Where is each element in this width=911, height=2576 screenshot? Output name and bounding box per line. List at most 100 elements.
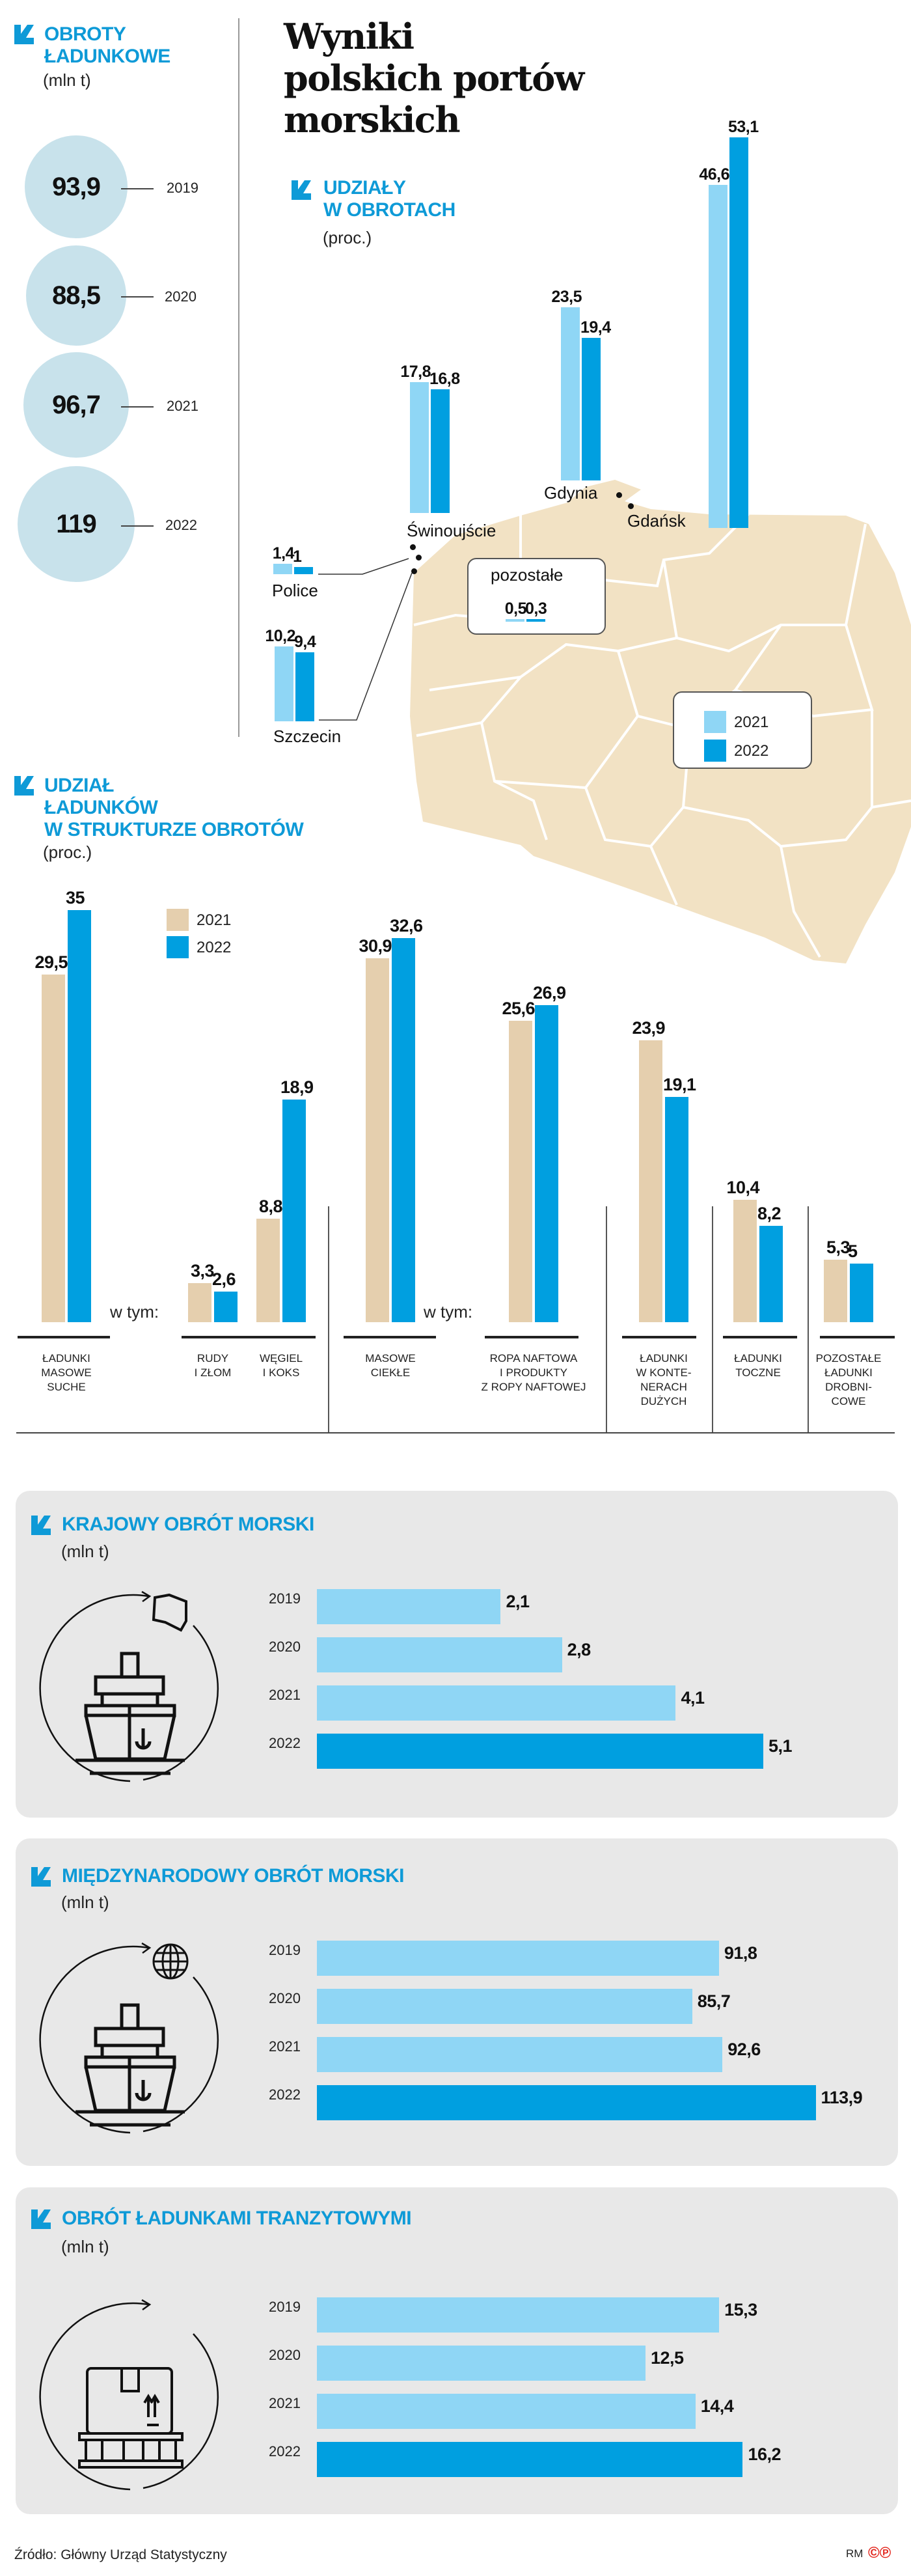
hbar-value-label: 12,5 [651, 2348, 684, 2368]
group-underline [182, 1336, 316, 1338]
port-label-gdansk: Gdańsk [627, 511, 686, 531]
author-credit: RM [846, 2547, 863, 2560]
group-underline [820, 1336, 895, 1338]
divider [712, 1206, 713, 1433]
cargo-bar-2022 [214, 1291, 238, 1322]
arrow-down-right-icon [31, 1867, 51, 1887]
cargo-structure-title: UDZIAŁ ŁADUNKÓW W STRUKTURZE OBROTÓW [44, 775, 304, 840]
divider [238, 18, 239, 737]
turnover-year: 2021 [167, 398, 198, 414]
cargo-bar-2022 [850, 1263, 873, 1322]
arrow-down-right-icon [14, 776, 34, 796]
cargo-value-label: 10,4 [726, 1177, 759, 1197]
port-leader-lines [318, 558, 413, 721]
swinoujscie-dot [410, 544, 416, 550]
cargo-bar-2022 [665, 1097, 688, 1322]
hbar-value-label: 92,6 [727, 2040, 761, 2059]
port-value-label: 0,3 [525, 600, 547, 618]
port-value-label: 1 [293, 547, 302, 566]
cargo-bar-2021 [733, 1199, 757, 1322]
cargo-category-label: WĘGIEL I KOKS [259, 1352, 303, 1379]
cargo-value-label: 2,6 [212, 1269, 236, 1289]
cargo-bar-2021 [256, 1218, 280, 1322]
arrow-down-right-icon [31, 2209, 51, 2229]
arrow-down-right-icon [292, 180, 311, 200]
hbar-2021 [317, 1685, 676, 1721]
divider [328, 1206, 329, 1433]
cargo-bar-2021 [824, 1260, 847, 1322]
port-bar-2021 [273, 564, 292, 574]
domestic-unit: (mln t) [61, 1542, 109, 1561]
port-label-gdynia: Gdynia [544, 483, 598, 503]
of-which-label: w tym: [110, 1302, 159, 1322]
cargo-value-label: 35 [66, 887, 85, 907]
gdansk-dot [628, 503, 634, 509]
bar-year-label: 2022 [269, 1735, 301, 1751]
cargo-value-label: 5 [848, 1241, 858, 1261]
port-value-label: 46,6 [699, 165, 729, 184]
leader-line [121, 525, 154, 527]
hbar-value-label: 91,8 [724, 1943, 757, 1963]
legend-swatch-2021 [167, 909, 189, 931]
bar-year-label: 2021 [269, 2395, 301, 2411]
port-bar-2021 [410, 381, 429, 513]
baseline [16, 1432, 895, 1433]
leader-line [121, 296, 154, 298]
international-title: MIĘDZYNARODOWY OBRÓT MORSKI [62, 1865, 404, 1887]
bar-year-label: 2021 [269, 1687, 301, 1703]
port-bar-2022 [526, 619, 545, 622]
cargo-bar-2022 [535, 1005, 558, 1322]
bar-year-label: 2019 [269, 1590, 301, 1607]
leader-line [121, 188, 154, 189]
port-label-szczecin: Szczecin [273, 727, 342, 746]
bar-year-label: 2022 [269, 2443, 301, 2459]
hbar-2020 [317, 1637, 562, 1672]
legend-swatch-2021 [704, 711, 726, 733]
leader-line [121, 406, 154, 408]
divider [606, 1206, 607, 1433]
hbar-value-label: 14,4 [700, 2396, 734, 2416]
gdynia-dot [616, 492, 622, 498]
port-bar-2021 [709, 185, 727, 528]
port-value-label: 53,1 [728, 117, 759, 136]
cargo-value-label: 3,3 [190, 1261, 215, 1281]
hbar-2022 [317, 2442, 743, 2477]
group-underline [622, 1336, 696, 1338]
cargo-bar-2022 [68, 909, 91, 1322]
cargo-bar-2022 [392, 937, 415, 1322]
legend-label-2021: 2021 [197, 911, 232, 929]
cargo-structure-unit: (proc.) [43, 842, 92, 862]
port-shares-title: UDZIAŁY W OBROTACH [323, 177, 456, 221]
cargo-value-label: 8,8 [258, 1196, 283, 1216]
cargo-value-label: 23,9 [632, 1018, 665, 1038]
turnover-year: 2019 [167, 180, 198, 196]
cargo-category-label: ŁADUNKI TOCZNE [734, 1352, 782, 1379]
ship-globe-icon [39, 1942, 219, 2134]
cargo-category-label: POZOSTAŁE ŁADUNKI DROBNI- COWE [815, 1352, 882, 1407]
cargo-bar-2021 [42, 975, 65, 1322]
legend-label-2022: 2022 [734, 742, 769, 760]
port-value-label: 19,4 [580, 318, 611, 337]
cargo-value-label: 26,9 [533, 983, 566, 1003]
turnover-year: 2020 [165, 288, 197, 305]
cargo-category-label: ŁADUNKI W KONTE- NERACH DUŻYCH [636, 1352, 692, 1407]
hbar-2020 [317, 2346, 646, 2381]
hbar-2019 [317, 2297, 720, 2333]
cargo-value-label: 8,2 [757, 1203, 782, 1223]
port-label-police: Police [272, 581, 318, 600]
hbar-2021 [317, 2037, 723, 2072]
cargo-value-label: 32,6 [390, 915, 423, 935]
legend-swatch-2022 [167, 936, 189, 958]
cargo-bar-2021 [509, 1020, 532, 1322]
port-bar-2021 [506, 619, 524, 622]
bar-year-label: 2020 [269, 1990, 301, 2006]
hbar-value-label: 113,9 [821, 2088, 863, 2107]
cargo-value-label: 25,6 [502, 998, 535, 1018]
bar-year-label: 2021 [269, 2038, 301, 2055]
port-value-label: 0,5 [504, 600, 527, 618]
port-value-label: 1,4 [272, 544, 295, 563]
port-bar-2022 [295, 652, 314, 721]
port-value-label: 10,2 [265, 626, 295, 645]
port-bar-2022 [431, 389, 450, 513]
cargo-value-label: 18,9 [280, 1077, 314, 1097]
